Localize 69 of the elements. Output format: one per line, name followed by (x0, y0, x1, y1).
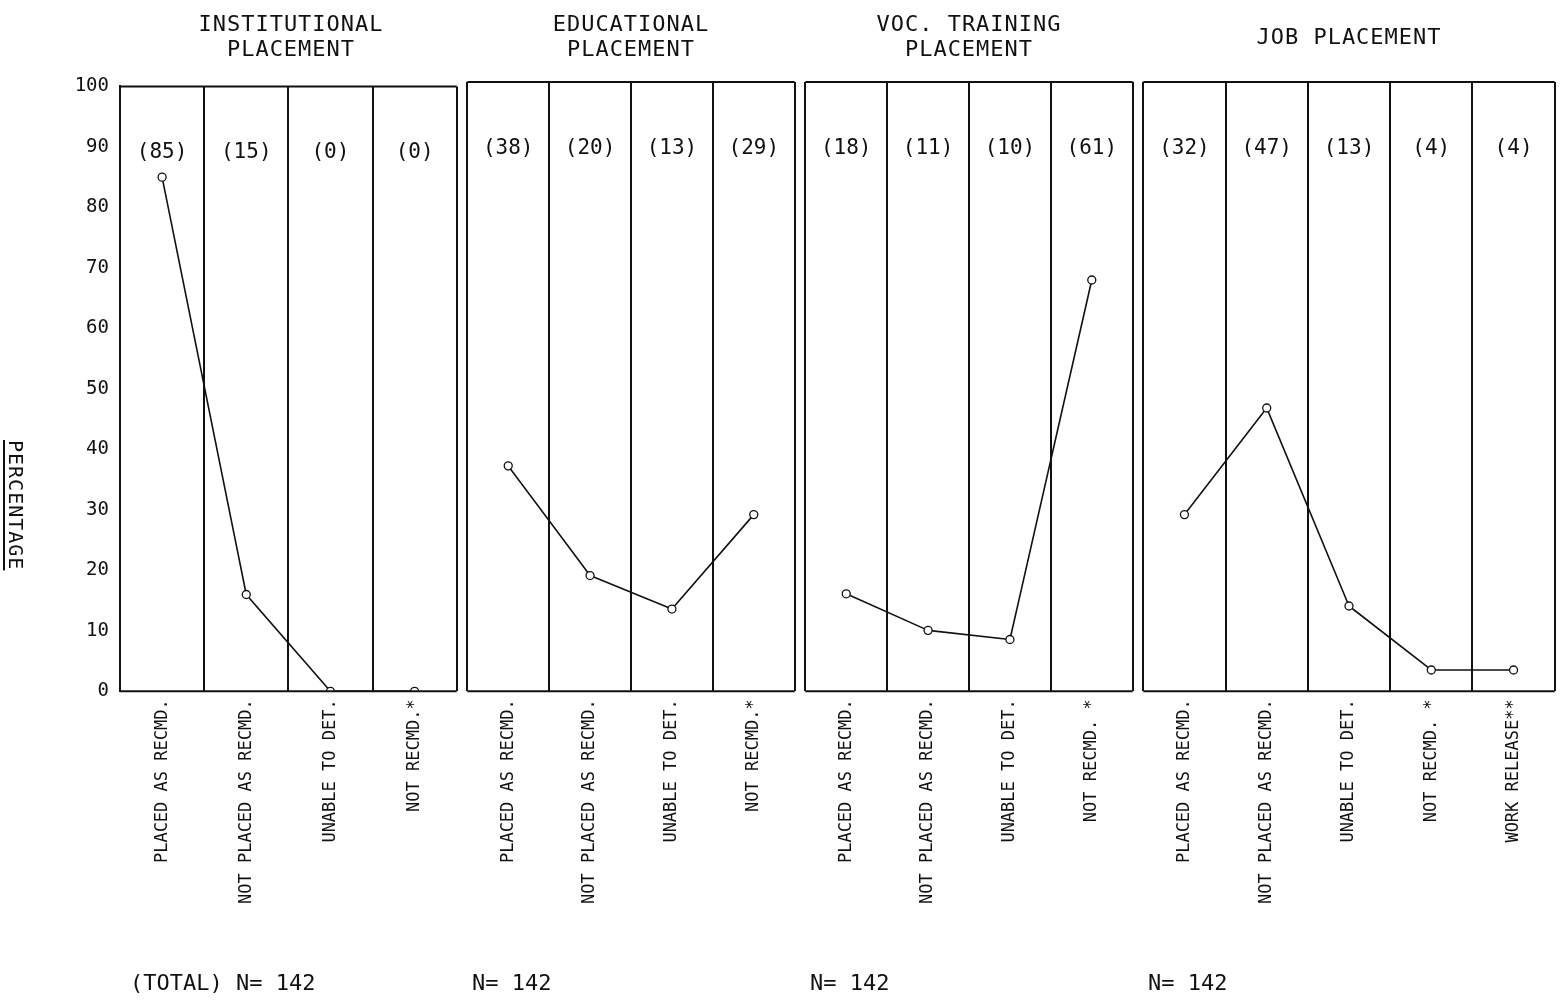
annotation: (4) (1412, 135, 1451, 160)
x-tick-label: PLACED AS RECMD. (834, 699, 855, 864)
point (1426, 665, 1436, 675)
annotation: (18) (820, 135, 872, 160)
x-tick-label: UNABLE TO DET. (660, 699, 681, 843)
x-tick-label: NOT RECMD.* (403, 699, 424, 812)
annotation: (15) (220, 139, 272, 164)
text: N= 142 (810, 970, 890, 995)
y-tick-label: 40 (86, 436, 109, 459)
point (1508, 665, 1519, 675)
point (1005, 634, 1015, 645)
point (157, 172, 167, 182)
annotation: (47) (1241, 135, 1293, 160)
annotation: (85) (136, 139, 188, 164)
point (923, 625, 933, 636)
annotation: (13) (1323, 135, 1375, 160)
point (841, 589, 851, 599)
y-tick-label: 10 (86, 617, 109, 640)
y-tick-label: 20 (86, 557, 109, 580)
point (749, 509, 759, 520)
x-tick-label: NOT RECMD. * (1080, 699, 1101, 823)
point (503, 461, 513, 471)
chart-title: JOB PLACEMENT (1255, 22, 1443, 51)
annotation: (4) (1494, 135, 1533, 160)
x-tick-label: PLACED AS RECMD. (1172, 699, 1193, 864)
point (1087, 275, 1097, 285)
point (1179, 509, 1190, 520)
annotation: (38) (482, 135, 534, 160)
annotation: (0) (395, 139, 434, 164)
x-tick-label: PLACED AS RECMD. (496, 699, 517, 864)
x-tick-label: UNABLE TO DET. (318, 699, 339, 843)
y-tick-label: 30 (86, 496, 109, 519)
chart-title: EDUCATIONAL PLACEMENT (551, 10, 711, 63)
y-tick-label: 0 (97, 678, 109, 701)
x-tick-label: UNABLE TO DET. (998, 699, 1019, 843)
annotation: (10) (984, 135, 1036, 160)
text: N= 142 (1148, 970, 1228, 995)
x-tick-label: PLACED AS RECMD. (150, 699, 171, 864)
point (1344, 601, 1354, 611)
x-tick-label: WORK RELEASE** (1501, 699, 1522, 843)
x-tick-label: NOT PLACED AS RECMD. (916, 699, 937, 905)
annotation: (32) (1159, 135, 1210, 160)
x-tick-label: UNABLE TO DET. (1337, 699, 1358, 843)
x-tick-label: NOT RECMD. * (1419, 699, 1440, 823)
x-tick-label: NOT PLACED AS RECMD. (1255, 699, 1276, 905)
point (1262, 403, 1272, 413)
y-tick-label: 90 (86, 133, 109, 156)
text: (TOTAL) N= 142 (130, 970, 316, 995)
point (585, 570, 595, 581)
annotation: (11) (902, 135, 954, 160)
annotation: (61) (1066, 135, 1118, 160)
chart-title: INSTITUTIONAL PLACEMENT (197, 10, 385, 63)
y-axis-title: PERCENTAGE (4, 440, 28, 571)
point (667, 604, 677, 614)
point (241, 589, 251, 600)
y-tick-label: 80 (86, 194, 109, 217)
x-tick-label: NOT PLACED AS RECMD. (234, 699, 255, 905)
y-tick-label: 60 (86, 315, 109, 338)
y-tick-label: 100 (74, 73, 109, 96)
annotation: (20) (564, 135, 616, 160)
y-tick-label: 50 (86, 375, 109, 398)
y-tick-label: 70 (86, 254, 109, 277)
x-tick-label: NOT PLACED AS RECMD. (578, 699, 599, 905)
annotation: (13) (646, 135, 698, 160)
chart-title: VOC. TRAINING PLACEMENT (875, 10, 1063, 63)
x-tick-label: NOT RECMD.* (742, 699, 763, 812)
annotation: (29) (728, 135, 780, 160)
text: N= 142 (472, 970, 552, 995)
annotation: (0) (311, 139, 350, 164)
